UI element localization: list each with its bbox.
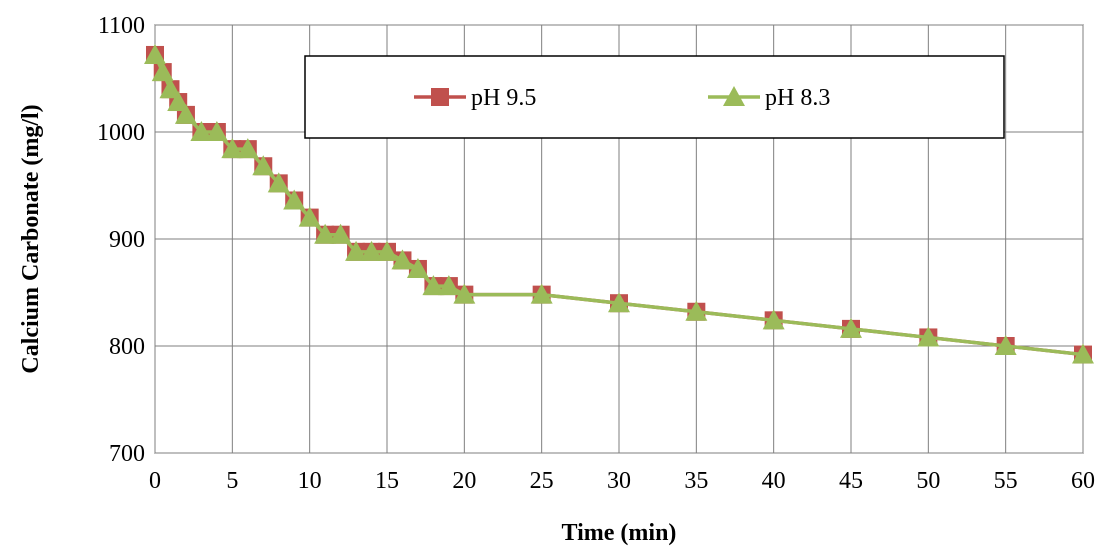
data-point: [174, 103, 197, 124]
x-axis-title: Time (min): [562, 520, 677, 546]
data-point: [530, 283, 553, 304]
data-point: [221, 138, 244, 159]
legend-marker: [723, 86, 745, 106]
data-point: [422, 275, 445, 296]
data-point: [267, 172, 290, 193]
x-tick-labels: 0 5 10 15 20 25 30 35 40 45 50 55 60: [149, 468, 1095, 494]
x-tick-label: 0: [149, 468, 161, 494]
x-tick-label: 20: [452, 468, 476, 494]
x-tick-label: 25: [530, 468, 554, 494]
x-tick-label: 60: [1071, 468, 1095, 494]
x-tick-label: 35: [684, 468, 708, 494]
data-point: [283, 189, 306, 210]
data-point: [391, 249, 414, 270]
data-point: [917, 326, 940, 347]
x-tick-label: 5: [226, 468, 238, 494]
data-point: [345, 240, 368, 261]
data-point: [314, 223, 337, 244]
y-axis-title: Calcium Carbonate (mg/l): [18, 104, 44, 373]
data-point: [437, 275, 460, 296]
x-tick-label: 45: [839, 468, 863, 494]
data-point: [329, 223, 352, 244]
data-point: [406, 257, 429, 278]
data-point: [453, 283, 476, 304]
legend-item: pH 8.3: [708, 85, 830, 111]
y-tick-label: 1100: [98, 13, 145, 39]
legend: pH 9.5 pH 8.3: [304, 55, 1005, 139]
legend-item: pH 9.5: [414, 85, 536, 111]
data-point: [151, 61, 174, 82]
data-point: [236, 138, 259, 159]
data-point: [840, 317, 862, 338]
x-tick-label: 30: [607, 468, 631, 494]
series-layer: [144, 43, 1094, 364]
data-point: [762, 309, 785, 330]
data-point: [1072, 343, 1094, 364]
data-point: [685, 300, 708, 321]
y-tick-labels: 700 800 900 1000 1100: [97, 13, 145, 467]
legend-box: [304, 55, 1005, 139]
data-point: [205, 121, 228, 141]
data-point: [298, 206, 321, 227]
series-2: [144, 43, 1094, 364]
x-tick-label: 15: [375, 468, 399, 494]
data-point: [190, 121, 213, 141]
y-tick-label: 900: [109, 227, 145, 253]
legend-label: pH 8.3: [765, 85, 830, 111]
y-tick-label: 700: [109, 441, 145, 467]
data-point: [376, 240, 398, 261]
data-point: [608, 292, 630, 313]
legend-items: pH 9.5 pH 8.3: [414, 85, 830, 111]
y-tick-label: 800: [109, 334, 145, 360]
data-point: [144, 43, 166, 64]
data-point: [252, 155, 275, 176]
data-point: [159, 78, 182, 99]
data-point: [360, 240, 383, 261]
x-tick-label: 10: [298, 468, 322, 494]
legend-marker: [431, 88, 449, 106]
legend-label: pH 9.5: [471, 85, 536, 111]
data-point: [994, 335, 1017, 355]
data-point: [167, 91, 190, 112]
x-tick-label: 40: [762, 468, 786, 494]
y-tick-label: 1000: [97, 120, 145, 146]
x-tick-label: 55: [994, 468, 1018, 494]
x-tick-label: 50: [916, 468, 940, 494]
